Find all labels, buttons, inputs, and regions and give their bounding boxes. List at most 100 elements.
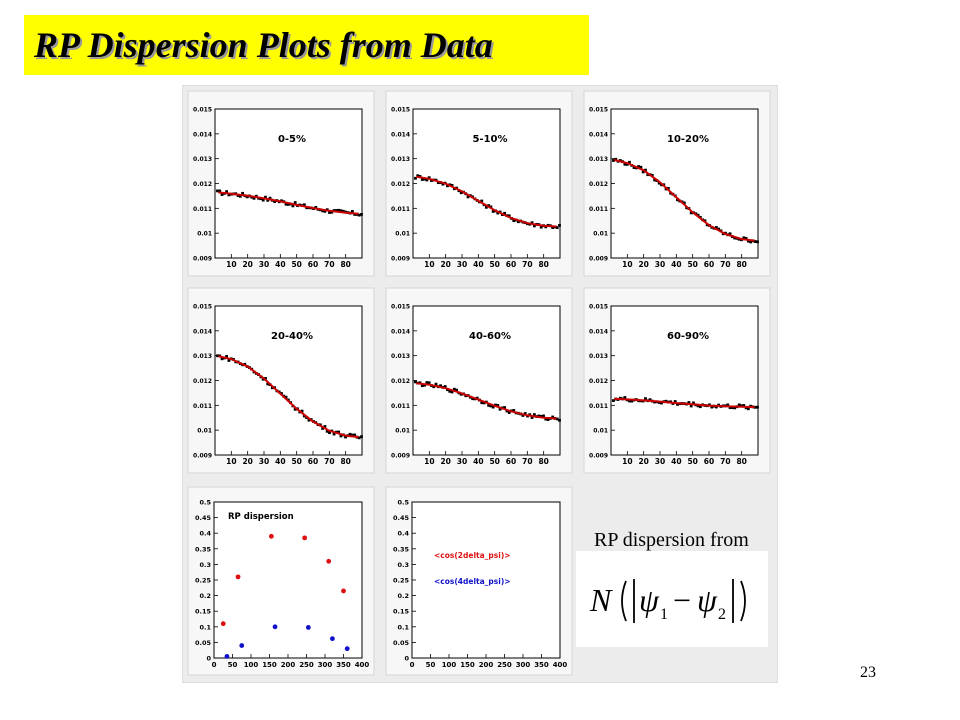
data-point [448, 389, 452, 393]
data-point [539, 225, 543, 229]
y-tick-label: 0.1 [397, 623, 409, 631]
blue-point [344, 646, 350, 652]
x-tick-label: 50 [228, 661, 238, 669]
y-tick-label: 0.01 [197, 428, 212, 435]
data-point [696, 213, 700, 217]
data-point [676, 402, 679, 406]
data-point [264, 377, 267, 380]
data-point [314, 206, 318, 209]
x-tick-label: 70 [522, 260, 532, 269]
red-point [341, 588, 346, 594]
data-point [220, 357, 224, 361]
data-point [507, 214, 511, 218]
data-point [489, 205, 493, 209]
data-point [268, 196, 272, 200]
data-point [710, 405, 714, 409]
x-tick-label: 20 [638, 457, 648, 466]
data-point [273, 200, 277, 203]
data-point [284, 202, 288, 206]
data-point [717, 227, 721, 231]
data-point [537, 414, 541, 418]
data-point [555, 226, 559, 229]
x-tick-label: 40 [275, 260, 285, 269]
x-tick-label: 10 [424, 260, 434, 269]
x-tick-label: 60 [704, 260, 714, 269]
y-tick-label: 0.015 [193, 304, 212, 311]
data-point [334, 209, 338, 212]
data-point [427, 381, 431, 385]
data-point [530, 416, 534, 419]
data-point [439, 384, 443, 388]
y-tick-label: 0.25 [195, 577, 212, 585]
x-tick-label: 350 [534, 661, 549, 669]
x-tick-label: 70 [720, 260, 730, 269]
data-point [728, 232, 732, 236]
data-point [414, 380, 417, 384]
data-point [687, 401, 691, 404]
x-tick-label: 80 [340, 260, 350, 269]
x-tick-label: 50 [426, 661, 436, 669]
data-point [455, 388, 459, 392]
y-tick-label: 0.015 [589, 304, 608, 311]
x-tick-label: 70 [720, 457, 730, 466]
data-point [737, 403, 741, 407]
data-point [746, 407, 750, 411]
x-tick-label: 60 [704, 457, 714, 466]
y-tick-label: 0.012 [391, 378, 410, 385]
formula-sub-2: 2 [718, 606, 726, 623]
data-point [625, 163, 629, 166]
data-point [357, 436, 361, 440]
chart-panel-1: 0.009 0.01 0.011 0.012 0.013 0.014 0.015 10 20 30… [187, 90, 375, 277]
chart-title: RP dispersion [228, 512, 294, 522]
y-tick-label: 0.009 [589, 453, 608, 460]
data-point [252, 196, 256, 200]
formula-n: N [589, 582, 613, 618]
y-tick-label: 0.009 [589, 256, 608, 263]
data-point [328, 211, 331, 214]
red-point [302, 535, 308, 541]
data-point [293, 407, 297, 411]
data-point [491, 405, 495, 409]
fit-curve [614, 397, 755, 409]
x-tick-label: 10 [622, 260, 632, 269]
data-point [321, 426, 325, 430]
red-point [220, 621, 226, 627]
y-tick-label: 0 [404, 655, 409, 663]
x-tick-label: 400 [553, 661, 568, 669]
data-point [544, 417, 548, 421]
data-point [325, 429, 329, 433]
y-tick-label: 0.009 [193, 453, 212, 460]
x-tick-label: 40 [473, 457, 483, 466]
x-tick-label: 10 [424, 457, 434, 466]
red-point [268, 533, 274, 539]
y-tick-label: 0.013 [391, 353, 410, 360]
chart-panel-7: 0 0.05 0.1 0.15 0.2 0.25 0.3 0.35 0.4 0.45 0.5 0 50 1… [187, 486, 375, 676]
data-point [216, 189, 219, 193]
x-tick-label: 20 [638, 260, 648, 269]
legend-entry: <cos(2delta_psi)> [434, 551, 511, 560]
data-point [648, 398, 652, 402]
data-point [512, 409, 516, 412]
y-tick-label: 0.3 [397, 561, 409, 569]
data-point [480, 199, 484, 203]
x-tick-label: 40 [671, 260, 681, 269]
data-point [341, 209, 345, 213]
data-point [523, 412, 527, 415]
y-tick-label: 0.015 [193, 107, 212, 114]
data-point [266, 198, 270, 202]
x-tick-label: 20 [440, 260, 450, 269]
centrality-label: 40-60% [469, 331, 511, 342]
y-tick-label: 0.012 [589, 181, 608, 188]
data-point [434, 382, 438, 386]
data-point [516, 220, 520, 224]
y-tick-label: 0.013 [589, 156, 608, 163]
plot-frame [214, 108, 363, 259]
plot-frame [411, 501, 561, 659]
formula-paren-right [740, 580, 746, 622]
x-tick-label: 40 [275, 457, 285, 466]
data-point [300, 409, 304, 413]
x-tick-label: 80 [538, 457, 548, 466]
y-tick-label: 0.5 [397, 499, 409, 507]
blue-point [305, 625, 311, 630]
